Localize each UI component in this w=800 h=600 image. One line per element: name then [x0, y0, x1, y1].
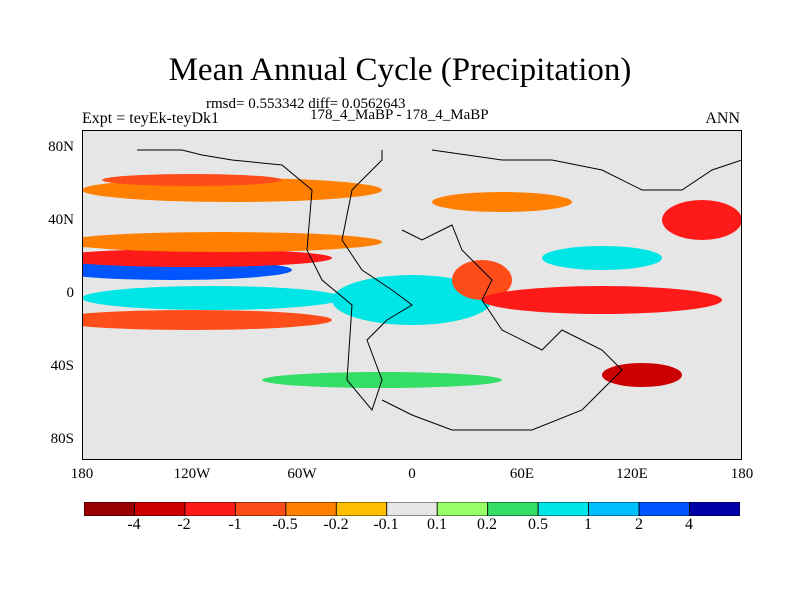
colorbar-label-5: -0.1: [373, 516, 399, 533]
coastline-eurasia: [381, 149, 742, 431]
colorbar-swatch-4: [285, 502, 337, 516]
colorbar-swatch-12: [689, 502, 740, 516]
lat-label-0: 0: [66, 285, 75, 301]
colorbar-label-7: 0.2: [477, 516, 497, 533]
field-africa-red: [452, 260, 512, 300]
colorbar-label-10: 2: [635, 516, 643, 533]
colorbar-label-6: 0.1: [427, 516, 447, 533]
colorbar-swatch-0: [84, 502, 135, 516]
colorbar-swatch-5: [335, 502, 388, 516]
lon-label-120e: 120E: [616, 466, 648, 482]
colorbar-swatch-6: [386, 502, 438, 516]
field-red-band: [82, 249, 332, 267]
colorbar-swatch-3: [234, 502, 287, 516]
experiment-label: Expt = teyEk-teyDk1: [82, 110, 219, 127]
field-north-red: [102, 174, 282, 186]
lon-label-120w: 120W: [173, 466, 211, 482]
lon-label-60w: 60W: [287, 466, 317, 482]
run-label: 178_4_MaBP - 178_4_MaBP: [310, 107, 489, 123]
field-europe-orange: [432, 192, 572, 212]
season-label: ANN: [705, 110, 740, 127]
field-nw-pacific-red: [662, 200, 742, 240]
colorbar: [84, 502, 740, 516]
lat-label-40n: 40N: [48, 212, 74, 228]
colorbar-label-4: -0.2: [323, 516, 349, 533]
colorbar-label-1: -2: [177, 516, 191, 533]
colorbar-label-9: 1: [584, 516, 592, 533]
plot-title: Mean Annual Cycle (Precipitation): [168, 52, 632, 88]
lon-label-180-east: 180: [730, 466, 754, 482]
lat-label-80s: 80S: [50, 431, 74, 447]
coastline-americas: [137, 149, 413, 412]
colorbar-swatch-7: [436, 502, 489, 516]
field-southern-red: [602, 363, 682, 387]
colorbar-swatch-10: [588, 502, 640, 516]
field-south-red: [82, 310, 332, 330]
anomaly-fields: [82, 174, 742, 388]
colorbar-label-11: 4: [685, 516, 693, 533]
colorbar-swatch-11: [638, 502, 690, 516]
map-frame: [82, 130, 742, 460]
field-indian-red: [482, 286, 722, 314]
field-asia-cyan: [542, 246, 662, 270]
lon-label-0: 0: [408, 466, 416, 482]
lat-label-80n: 80N: [48, 139, 74, 155]
colorbar-label-3: -0.5: [272, 516, 298, 533]
colorbar-swatch-9: [537, 502, 590, 516]
colorbar-label-0: -4: [127, 516, 141, 533]
lat-label-40s: 40S: [50, 358, 74, 374]
colorbar-label-8: 0.5: [528, 516, 548, 533]
lon-label-60e: 60E: [509, 466, 535, 482]
field-cyan-band: [82, 286, 342, 310]
colorbar-swatch-1: [134, 502, 186, 516]
colorbar-swatch-8: [487, 502, 539, 516]
coastlines: [137, 149, 742, 431]
colorbar-swatch-2: [184, 502, 236, 516]
precipitation-map: [82, 130, 742, 460]
stats-line: rmsd= 0.553342 diff= 0.0562643: [206, 96, 406, 112]
colorbar-label-2: -1: [228, 516, 242, 533]
field-atlantic-cyan: [332, 275, 492, 325]
lon-label-180-west: 180: [70, 466, 94, 482]
